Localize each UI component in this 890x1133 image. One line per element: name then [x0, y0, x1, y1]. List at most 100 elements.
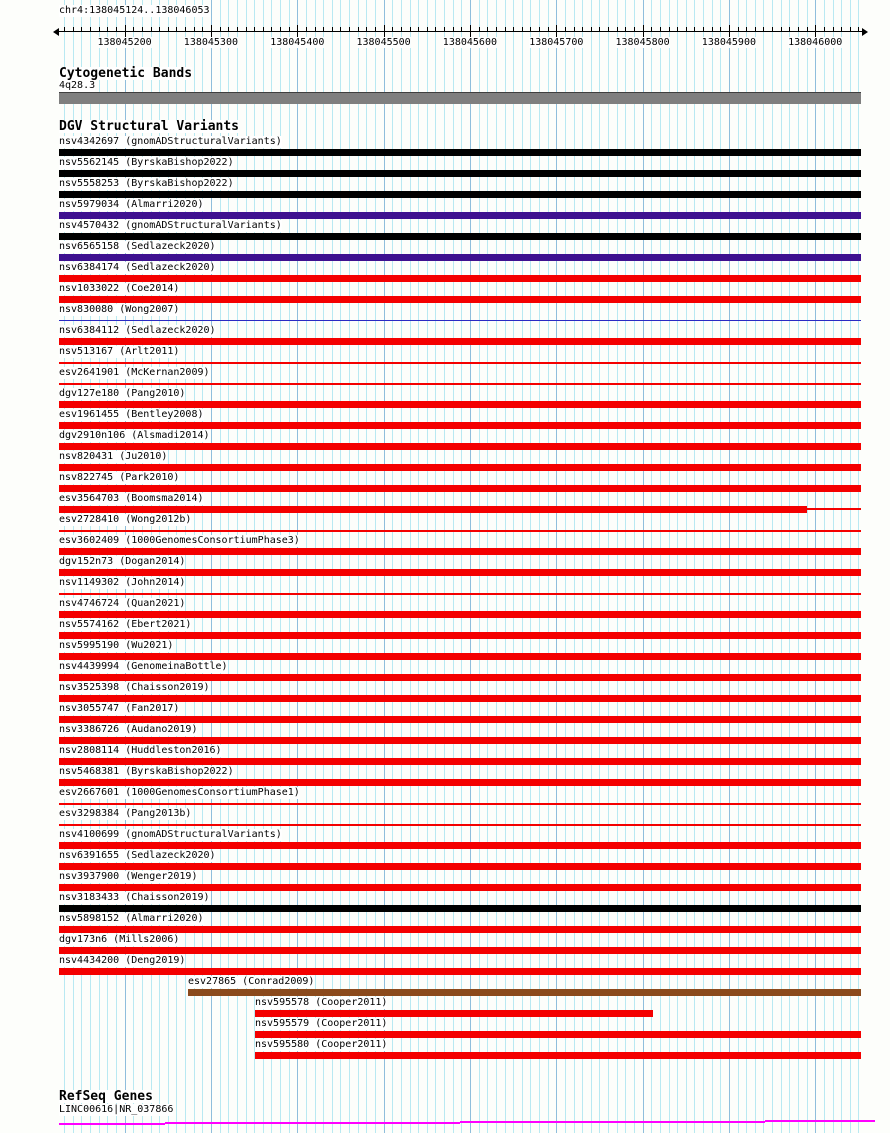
gene-line-segment[interactable] — [460, 1121, 765, 1123]
variant-label[interactable]: nsv5562145 (ByrskaBishop2022) — [59, 157, 234, 169]
variant-bar[interactable] — [59, 926, 861, 933]
variant-label[interactable]: nsv1149302 (John2014) — [59, 577, 186, 589]
variant-bar[interactable] — [59, 191, 861, 198]
variant-bar[interactable] — [59, 842, 861, 849]
variant-bar[interactable] — [59, 383, 861, 385]
gridline-minor — [426, 0, 428, 1133]
variant-label[interactable]: nsv820431 (Ju2010) — [59, 451, 168, 463]
variant-label[interactable]: esv2667601 (1000GenomesConsortiumPhase1) — [59, 787, 300, 799]
variant-label[interactable]: nsv6565158 (Sedlazeck2020) — [59, 241, 216, 253]
variant-label[interactable]: nsv4434200 (Deng2019) — [59, 955, 186, 967]
variant-bar[interactable] — [188, 989, 861, 996]
variant-bar[interactable] — [59, 569, 861, 576]
variant-bar[interactable] — [59, 803, 861, 805]
variant-label[interactable]: nsv6391655 (Sedlazeck2020) — [59, 850, 216, 862]
variant-label[interactable]: nsv822745 (Park2010) — [59, 472, 180, 484]
variant-label[interactable]: nsv5979034 (Almarri2020) — [59, 199, 204, 211]
ruler-tick-label: 138046000 — [788, 37, 843, 48]
variant-label[interactable]: nsv3525398 (Chaisson2019) — [59, 682, 210, 694]
variant-bar[interactable] — [59, 362, 861, 364]
variant-bar[interactable] — [59, 464, 861, 471]
gridline-minor — [444, 0, 445, 1133]
variant-label[interactable]: dgv2910n106 (Alsmadi2014) — [59, 430, 210, 442]
variant-bar[interactable] — [59, 653, 861, 660]
variant-label[interactable]: esv27865 (Conrad2009) — [188, 976, 315, 988]
variant-bar[interactable] — [59, 863, 861, 870]
variant-label[interactable]: nsv5558253 (ByrskaBishop2022) — [59, 178, 234, 190]
variant-label[interactable]: dgv173n6 (Mills2006) — [59, 934, 180, 946]
variant-bar[interactable] — [59, 254, 861, 261]
variant-bar[interactable] — [59, 233, 861, 240]
variant-bar[interactable] — [59, 401, 861, 408]
variant-bar[interactable] — [255, 1052, 861, 1059]
gene-line-segment[interactable] — [165, 1122, 460, 1124]
variant-bar[interactable] — [59, 716, 861, 723]
variant-bar[interactable] — [59, 593, 861, 595]
variant-bar[interactable] — [59, 632, 861, 639]
refseq-gene-label[interactable]: LINC00616|NR_037866 — [59, 1104, 174, 1116]
variant-bar[interactable] — [59, 824, 861, 826]
variant-bar[interactable] — [59, 320, 861, 321]
variant-bar[interactable] — [59, 758, 861, 765]
variant-bar[interactable] — [59, 170, 861, 177]
variant-bar[interactable] — [255, 1010, 653, 1017]
ruler-tick-minor — [521, 27, 523, 32]
variant-bar[interactable] — [59, 443, 861, 450]
variant-bar[interactable] — [59, 275, 861, 282]
variant-label[interactable]: nsv3055747 (Fan2017) — [59, 703, 180, 715]
variant-label[interactable]: nsv5898152 (Almarri2020) — [59, 913, 204, 925]
variant-label[interactable]: nsv2808114 (Huddleston2016) — [59, 745, 222, 757]
variant-label[interactable]: esv3564703 (Boomsma2014) — [59, 493, 204, 505]
variant-label[interactable]: nsv595580 (Cooper2011) — [255, 1039, 388, 1051]
gene-line-segment[interactable] — [59, 1123, 165, 1125]
variant-label[interactable]: nsv830080 (Wong2007) — [59, 304, 180, 316]
variant-label[interactable]: nsv6384174 (Sedlazeck2020) — [59, 262, 216, 274]
variant-bar[interactable] — [59, 968, 861, 975]
variant-label[interactable]: nsv4746724 (Quan2021) — [59, 598, 186, 610]
variant-bar[interactable] — [59, 530, 861, 532]
variant-label[interactable]: esv2641901 (McKernan2009) — [59, 367, 210, 379]
variant-label[interactable]: nsv4100699 (gnomADStructuralVariants) — [59, 829, 282, 841]
variant-label[interactable]: esv2728410 (Wong2012b) — [59, 514, 192, 526]
variant-label[interactable]: nsv4439994 (GenomeinaBottle) — [59, 661, 228, 673]
variant-bar[interactable] — [59, 674, 861, 681]
variant-bar[interactable] — [59, 338, 861, 345]
variant-bar[interactable] — [59, 296, 861, 303]
variant-label[interactable]: nsv6384112 (Sedlazeck2020) — [59, 325, 216, 337]
variant-bar[interactable] — [59, 485, 861, 492]
variant-bar[interactable] — [59, 884, 861, 891]
gridline-minor — [703, 0, 704, 1133]
variant-bar[interactable] — [59, 422, 861, 429]
variant-bar[interactable] — [59, 506, 807, 513]
variant-label[interactable]: esv3298384 (Pang2013b) — [59, 808, 192, 820]
variant-label[interactable]: nsv595578 (Cooper2011) — [255, 997, 388, 1009]
variant-bar[interactable] — [59, 149, 861, 156]
cytoband-bar[interactable] — [59, 92, 861, 104]
variant-label[interactable]: nsv4342697 (gnomADStructuralVariants) — [59, 136, 282, 148]
variant-bar[interactable] — [59, 548, 861, 555]
variant-label[interactable]: nsv1033022 (Coe2014) — [59, 283, 180, 295]
variant-bar[interactable] — [59, 947, 861, 954]
variant-bar[interactable] — [59, 695, 861, 702]
variant-bar[interactable] — [59, 737, 861, 744]
variant-bar[interactable] — [59, 905, 861, 912]
variant-label[interactable]: nsv595579 (Cooper2011) — [255, 1018, 388, 1030]
gene-line-segment[interactable] — [765, 1120, 875, 1122]
variant-bar[interactable] — [255, 1031, 861, 1038]
variant-label[interactable]: nsv5574162 (Ebert2021) — [59, 619, 192, 631]
variant-bar[interactable] — [59, 212, 861, 219]
variant-label[interactable]: esv1961455 (Bentley2008) — [59, 409, 204, 421]
variant-label[interactable]: nsv5995190 (Wu2021) — [59, 640, 174, 652]
variant-label[interactable]: esv3602409 (1000GenomesConsortiumPhase3) — [59, 535, 300, 547]
variant-label[interactable]: nsv3183433 (Chaisson2019) — [59, 892, 210, 904]
variant-label[interactable]: nsv5468381 (ByrskaBishop2022) — [59, 766, 234, 778]
variant-bar[interactable] — [59, 611, 861, 618]
variant-label[interactable]: dgv127e180 (Pang2010) — [59, 388, 186, 400]
variant-label[interactable]: nsv513167 (Arlt2011) — [59, 346, 180, 358]
variant-label[interactable]: nsv3937900 (Wenger2019) — [59, 871, 198, 883]
variant-label[interactable]: nsv4570432 (gnomADStructuralVariants) — [59, 220, 282, 232]
variant-label[interactable]: dgv152n73 (Dogan2014) — [59, 556, 186, 568]
variant-bar[interactable] — [59, 779, 861, 786]
variant-bar-tail[interactable] — [807, 508, 861, 510]
variant-label[interactable]: nsv3386726 (Audano2019) — [59, 724, 198, 736]
